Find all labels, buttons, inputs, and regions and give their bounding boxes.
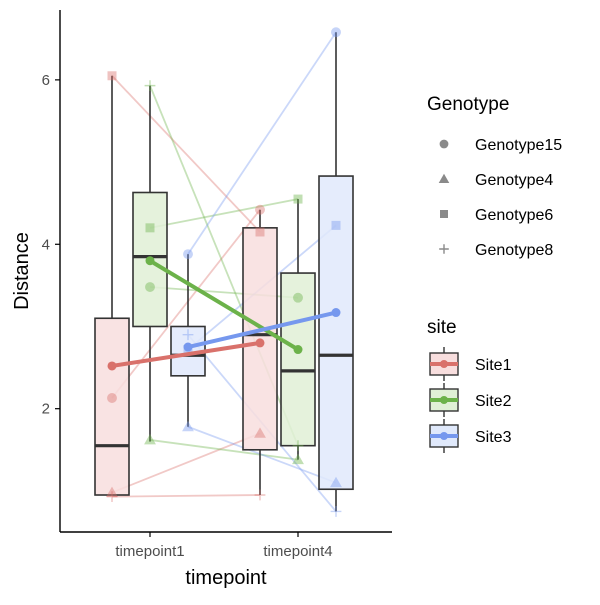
point-site2-genotype8-timepoint4: [292, 440, 304, 452]
connector-site2-genotype6: [149, 198, 299, 229]
mean-segment: [186, 310, 338, 350]
site-mean-lines: [107, 256, 341, 371]
legend-square-icon: [440, 210, 448, 218]
y-tick-label-6: 6: [42, 72, 50, 89]
mean-line-site1: [107, 338, 265, 371]
mean-point-timepoint1: [107, 361, 117, 371]
legend-item-genotype4: Genotype4: [438, 172, 553, 189]
point-site3-genotype15-timepoint1: [183, 249, 193, 260]
mean-line-site2: [145, 256, 303, 355]
legend-item-label: Site3: [475, 429, 512, 446]
legend-item-label: Genotype8: [475, 242, 553, 259]
legend-genotype: Genotype Genotype15 Genotype4 Genotype6 Gen…: [427, 94, 562, 259]
legend-item-genotype6: Genotype6: [440, 207, 553, 224]
legend-genotype-title: Genotype: [427, 94, 509, 115]
point-site1-genotype15-timepoint4: [255, 204, 265, 215]
point-site3-genotype4-timepoint4: [330, 476, 342, 488]
box-body: [280, 272, 316, 447]
connector-site1-genotype15: [111, 209, 261, 399]
paired-connector-lines: [111, 31, 337, 513]
connector-site1-genotype6: [111, 75, 261, 233]
legend-item-label: Genotype6: [475, 207, 553, 224]
mean-segment: [110, 340, 262, 368]
box-timepoint1-site1: [94, 75, 130, 496]
legend-item-label: Site2: [475, 393, 512, 410]
legend-plus-icon: [439, 244, 449, 254]
legend-circle-icon: [439, 139, 449, 149]
legend-item-genotype8: Genotype8: [439, 242, 553, 259]
connector-site1-genotype4: [111, 432, 261, 494]
mean-point-timepoint1: [183, 342, 193, 352]
genotype-points: [106, 27, 342, 517]
point-site3-genotype8-timepoint1: [182, 329, 194, 341]
x-tick-label-timepoint4: timepoint4: [263, 543, 332, 560]
y-tick-label-2: 2: [42, 401, 50, 418]
point-site1-genotype6-timepoint4: [255, 227, 265, 237]
box-body: [318, 175, 354, 491]
tick-labels: 2 4 6 timepoint1 timepoint4: [42, 72, 333, 560]
legend-item-label: Genotype4: [475, 172, 553, 189]
point-site1-genotype4-timepoint4: [254, 427, 266, 438]
box-body: [94, 317, 130, 496]
point-site1-genotype8-timepoint1: [106, 491, 118, 503]
point-site2-genotype4-timepoint1: [144, 433, 156, 445]
point-site3-genotype8-timepoint4: [330, 506, 342, 517]
point-site2-genotype6-timepoint4: [293, 194, 303, 204]
y-axis-title: Distance: [11, 232, 33, 310]
legend-site-title: site: [427, 317, 457, 338]
point-site2-genotype15-timepoint1: [145, 282, 155, 292]
box-timepoint4-site3: [318, 32, 354, 512]
legend-item-site2: Site2: [429, 383, 512, 417]
connector-site1-genotype8: [111, 494, 261, 498]
y-tick-label-4: 4: [42, 236, 50, 253]
legend-item-label: Genotype15: [475, 137, 562, 154]
mean-line-site3: [183, 308, 341, 352]
mean-segment: [148, 258, 300, 352]
connector-site2-genotype4: [149, 439, 299, 461]
point-site1-genotype6-timepoint1: [107, 71, 117, 81]
legend-key-point: [440, 396, 448, 404]
point-site2-genotype8-timepoint1: [144, 80, 156, 92]
legend-site: site Site1 Site2 Site3: [427, 317, 512, 453]
axes: [59, 10, 392, 533]
box-timepoint4-site2: [280, 199, 316, 460]
mean-point-timepoint4: [293, 345, 303, 355]
mean-point-timepoint4: [331, 308, 341, 318]
connector-site3-genotype4: [187, 425, 337, 484]
point-site3-genotype6-timepoint4: [331, 220, 341, 230]
legend-key-point: [440, 360, 448, 368]
box-timepoint1-site3: [170, 254, 206, 427]
legend-item-site1: Site1: [429, 347, 512, 381]
point-site3-genotype15-timepoint4: [331, 27, 341, 38]
point-site1-genotype15-timepoint1: [107, 393, 117, 403]
legend-item-label: Site1: [475, 357, 512, 374]
connector-site3-genotype15: [187, 31, 337, 255]
point-site2-genotype15-timepoint4: [293, 292, 303, 303]
point-site1-genotype8-timepoint4: [254, 489, 266, 501]
x-tick-label-timepoint1: timepoint1: [115, 543, 184, 560]
legend-item-genotype15: Genotype15: [439, 137, 562, 154]
mean-point-timepoint1: [145, 256, 155, 266]
legend-item-site3: Site3: [429, 419, 512, 453]
point-site3-genotype4-timepoint1: [182, 420, 194, 432]
mean-point-timepoint4: [255, 338, 265, 348]
point-site1-genotype4-timepoint1: [106, 486, 118, 497]
point-site2-genotype6-timepoint1: [145, 223, 155, 233]
point-site2-genotype4-timepoint4: [292, 453, 304, 465]
legend-key-point: [440, 432, 448, 440]
x-axis-title: timepoint: [185, 567, 267, 589]
legend-triangle-icon: [438, 173, 450, 183]
